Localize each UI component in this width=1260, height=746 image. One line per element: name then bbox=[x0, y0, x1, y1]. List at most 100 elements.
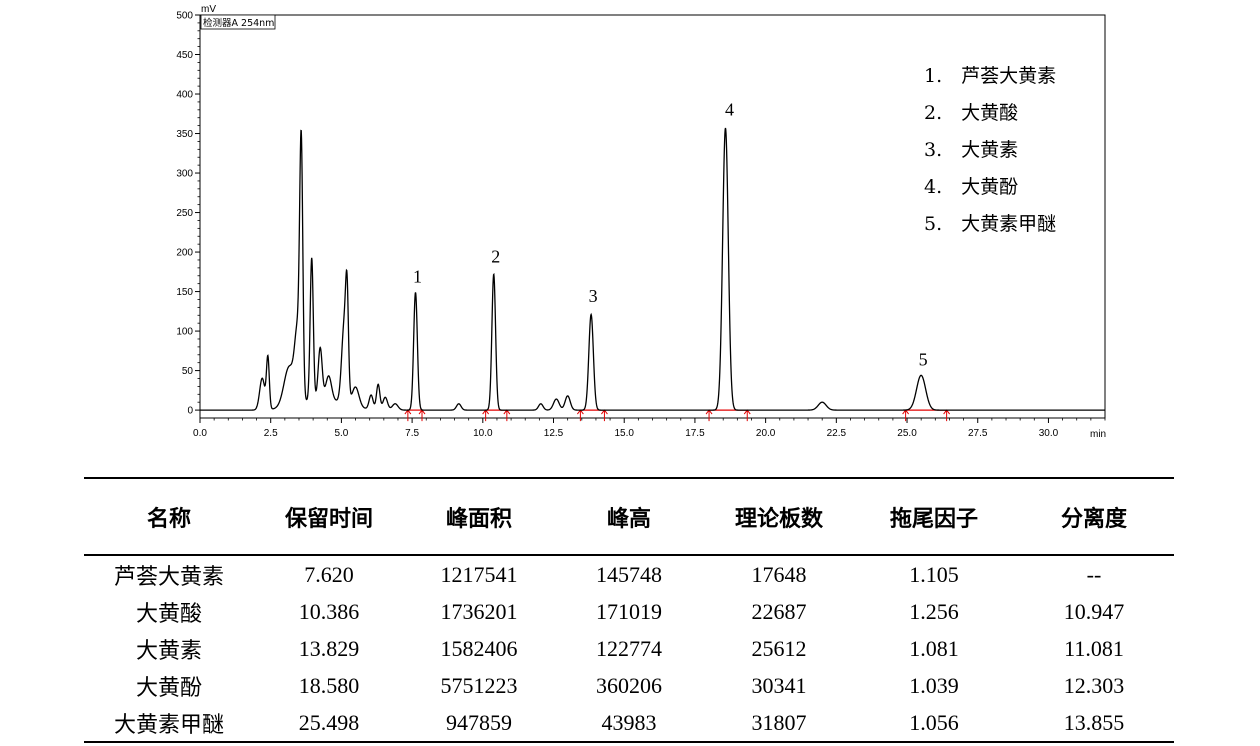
x-tick-label: 27.5 bbox=[968, 428, 988, 439]
x-tick-label: 7.5 bbox=[405, 428, 419, 439]
cell-peak-height: 360206 bbox=[596, 672, 662, 698]
cell-tailing-factor: 1.256 bbox=[909, 598, 959, 624]
integration-end-marker bbox=[743, 409, 751, 422]
cell-theoretical-plates: 22687 bbox=[751, 598, 807, 624]
header-tailing-factor: 拖尾因子 bbox=[854, 477, 1014, 556]
peak-label: 1 bbox=[413, 266, 422, 286]
cell-theoretical-plates: 30341 bbox=[751, 672, 807, 698]
cell-peak-height: 145748 bbox=[596, 561, 662, 587]
integration-marks bbox=[404, 409, 951, 422]
header-peak-area: 峰面积 bbox=[404, 477, 554, 556]
cell-theoretical-plates: 25612 bbox=[751, 635, 807, 661]
cell-resolution: 11.081 bbox=[1064, 635, 1124, 661]
integration-start-marker bbox=[576, 409, 584, 422]
header-name: 名称 bbox=[84, 477, 254, 556]
integration-start-marker bbox=[482, 409, 490, 422]
integration-start-marker bbox=[705, 409, 713, 422]
cell-name: 大黄酸 bbox=[135, 601, 202, 627]
y-axis: 0 50 100 150 200 250 300 350 400 450 500 bbox=[176, 11, 200, 417]
table-row: 大黄素 13.829 1582406 122774 25612 1.081 11… bbox=[84, 630, 1174, 667]
cell-peak-area: 1582406 bbox=[440, 635, 518, 661]
y-tick-label: 150 bbox=[176, 287, 193, 298]
x-tick-label: 20.0 bbox=[756, 428, 776, 439]
y-tick-label: 0 bbox=[187, 406, 193, 417]
cell-peak-area: 1736201 bbox=[440, 598, 518, 624]
y-tick-label: 100 bbox=[176, 327, 193, 338]
cell-retention-time: 25.498 bbox=[254, 704, 404, 743]
y-tick-label: 300 bbox=[176, 169, 193, 180]
integration-end-marker bbox=[601, 409, 608, 422]
peak-label: 4 bbox=[725, 100, 734, 120]
detector-label: 检测器A 254nm bbox=[203, 17, 274, 29]
header-theoretical-plates: 理论板数 bbox=[704, 477, 854, 556]
peak-label: 5 bbox=[919, 349, 928, 369]
cell-peak-area: 1217541 bbox=[440, 561, 518, 587]
y-tick-label: 500 bbox=[176, 11, 193, 22]
x-tick-label: 15.0 bbox=[614, 428, 634, 439]
integration-end-marker bbox=[503, 409, 511, 422]
cell-tailing-factor: 1.039 bbox=[909, 672, 959, 698]
table-row: 大黄酸 10.386 1736201 171019 22687 1.256 10… bbox=[84, 593, 1174, 630]
cell-resolution: -- bbox=[1086, 561, 1102, 587]
cell-resolution: 12.303 bbox=[1063, 672, 1125, 698]
cell-peak-height: 43983 bbox=[554, 704, 704, 743]
x-tick-label: 30.0 bbox=[1039, 428, 1059, 439]
cell-peak-height: 122774 bbox=[596, 635, 662, 661]
x-tick-label: 17.5 bbox=[685, 428, 705, 439]
y-tick-label: 50 bbox=[182, 366, 194, 377]
x-tick-label: 22.5 bbox=[827, 428, 847, 439]
cell-name: 大黄素 bbox=[135, 638, 202, 664]
header-retention-time: 保留时间 bbox=[254, 477, 404, 556]
y-tick-label: 200 bbox=[176, 248, 193, 259]
results-table: 名称 保留时间 峰面积 峰高 理论板数 拖尾因子 分离度 芦荟大黄素 7.620… bbox=[84, 477, 1174, 743]
chromatogram-trace bbox=[200, 127, 1105, 411]
x-tick-label: 0.0 bbox=[193, 428, 207, 439]
x-tick-label: 25.0 bbox=[897, 428, 917, 439]
cell-name: 芦荟大黄素 bbox=[113, 564, 224, 590]
cell-peak-area: 947859 bbox=[404, 704, 554, 743]
legend-entry: 4. 大黄酚 bbox=[924, 176, 1018, 198]
cell-resolution: 13.855 bbox=[1014, 704, 1174, 743]
x-tick-label: 10.0 bbox=[473, 428, 493, 439]
x-tick-label: 5.0 bbox=[334, 428, 348, 439]
table-row: 大黄素甲醚 25.498 947859 43983 31807 1.056 13… bbox=[84, 704, 1174, 743]
integration-end-marker bbox=[418, 409, 426, 422]
cell-theoretical-plates: 31807 bbox=[704, 704, 854, 743]
table-row: 芦荟大黄素 7.620 1217541 145748 17648 1.105 -… bbox=[84, 555, 1174, 593]
cell-name: 大黄酚 bbox=[135, 675, 202, 701]
legend-entry: 2. 大黄酸 bbox=[924, 102, 1018, 124]
x-axis: 0.0 2.5 5.0 7.5 10.0 12.5 15.0 17.5 20.0 22.5 25.0… bbox=[193, 418, 1106, 439]
cell-peak-area: 5751223 bbox=[440, 672, 518, 698]
y-axis-unit: mV bbox=[201, 4, 216, 15]
cell-theoretical-plates: 17648 bbox=[751, 561, 807, 587]
y-tick-label: 350 bbox=[176, 129, 193, 140]
peak-labels: 1 2 3 4 5 bbox=[413, 100, 928, 370]
x-tick-label: 2.5 bbox=[264, 428, 278, 439]
cell-name: 大黄素甲醚 bbox=[84, 704, 254, 743]
chromatogram-chart: 0 50 100 150 200 250 300 350 400 450 500 0.0 2.5 5.0… bbox=[176, 4, 1106, 440]
cell-tailing-factor: 1.105 bbox=[909, 561, 959, 587]
legend: 1. 芦荟大黄素 2. 大黄酸 3. 大黄素 4. 大黄酚 5. 大黄素甲醚 bbox=[924, 65, 1056, 235]
legend-entry: 3. 大黄素 bbox=[924, 139, 1018, 161]
cell-retention-time: 18.580 bbox=[298, 672, 360, 698]
cell-tailing-factor: 1.056 bbox=[854, 704, 1014, 743]
integration-start-marker bbox=[902, 409, 910, 422]
y-tick-label: 250 bbox=[176, 208, 193, 219]
cell-retention-time: 7.620 bbox=[304, 561, 354, 587]
y-tick-label: 450 bbox=[176, 50, 193, 61]
cell-retention-time: 13.829 bbox=[298, 635, 360, 661]
cell-resolution: 10.947 bbox=[1063, 598, 1125, 624]
detector-label-box bbox=[200, 14, 276, 30]
legend-entry: 5. 大黄素甲醚 bbox=[924, 213, 1056, 235]
y-tick-label: 400 bbox=[176, 90, 193, 101]
header-peak-height: 峰高 bbox=[554, 477, 704, 556]
cell-retention-time: 10.386 bbox=[298, 598, 360, 624]
table-header-row: 名称 保留时间 峰面积 峰高 理论板数 拖尾因子 分离度 bbox=[84, 477, 1174, 556]
x-tick-label: 12.5 bbox=[544, 428, 564, 439]
peak-label: 2 bbox=[491, 247, 500, 267]
cell-tailing-factor: 1.081 bbox=[909, 635, 959, 661]
peak-label: 3 bbox=[589, 286, 598, 306]
integration-start-marker bbox=[404, 409, 412, 422]
integration-end-marker bbox=[943, 409, 951, 422]
cell-peak-height: 171019 bbox=[596, 598, 662, 624]
